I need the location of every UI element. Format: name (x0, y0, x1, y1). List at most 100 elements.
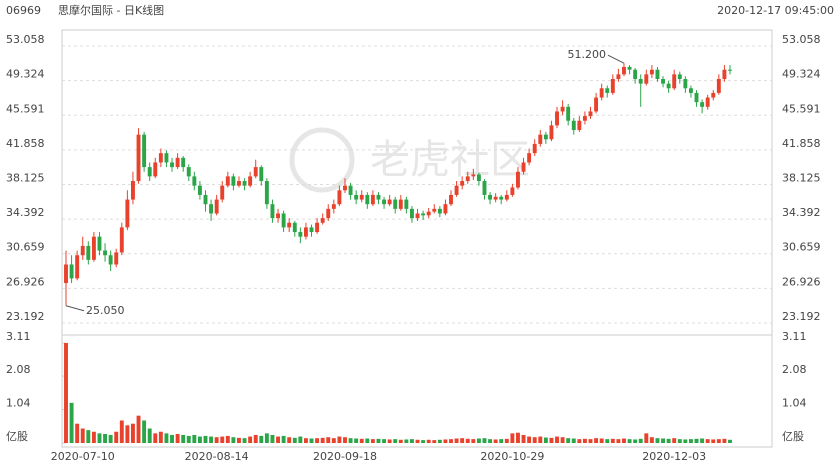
watermark: 老虎社区 (289, 127, 530, 193)
volume-bar (694, 438, 699, 443)
volume-bar (566, 438, 571, 443)
annotation-leader (607, 54, 625, 64)
volume-bar (644, 433, 649, 443)
candle-body (532, 143, 537, 154)
y-tick-label: 53.058 (6, 33, 45, 46)
candle-body (320, 218, 325, 223)
y-tick-label: 41.858 (6, 137, 45, 150)
x-tick-label: 2020-10-29 (480, 450, 544, 463)
volume-bar (376, 438, 381, 443)
volume-bar (309, 438, 314, 443)
volume-bar (532, 437, 537, 443)
volume-bar (248, 436, 253, 443)
volume-panel (61, 334, 773, 448)
volume-bar (125, 425, 130, 443)
volume-bar (170, 434, 174, 443)
timestamp: 2020-12-17 09:45:00 (717, 4, 834, 17)
candle-body (125, 199, 130, 228)
candle-body (426, 211, 431, 216)
candle-body (192, 176, 197, 186)
candle-body (315, 222, 320, 233)
candle-body (86, 245, 91, 260)
candle-body (633, 69, 638, 79)
volume-bar (242, 438, 247, 443)
volume-bar (716, 439, 721, 443)
y-tick-label: 34.392 (6, 206, 45, 219)
candle-body (666, 83, 671, 89)
volume-bar (398, 439, 403, 443)
candle-body (510, 187, 515, 195)
candle-body (622, 66, 626, 75)
candle-body (421, 213, 426, 216)
candle-body (331, 204, 336, 209)
volume-bar (387, 439, 392, 443)
candle-body (627, 66, 632, 70)
volume-bar (543, 437, 548, 443)
volume-bar (142, 420, 147, 443)
x-tick-label: 2020-12-03 (642, 450, 706, 463)
volume-bar (465, 438, 470, 443)
candle-body (661, 78, 665, 84)
candle-body (354, 194, 359, 200)
volume-bar (661, 438, 665, 443)
candle-body (449, 194, 453, 205)
volume-bar (460, 438, 465, 443)
candle-body (264, 181, 269, 205)
candle-body (493, 196, 498, 200)
volume-bar (303, 438, 308, 443)
volume-bar (488, 439, 493, 443)
volume-bar (270, 434, 275, 443)
volume-bar (281, 435, 286, 443)
candle-body (516, 171, 520, 188)
volume-bar (711, 439, 716, 443)
volume-bar (510, 433, 515, 443)
candle-body (387, 199, 392, 205)
candle-body (359, 194, 364, 200)
candle-body (75, 255, 80, 279)
candle-body (103, 250, 108, 256)
volume-bar (197, 436, 202, 443)
candle-body (644, 74, 649, 84)
candle-body (488, 194, 493, 200)
volume-bar (108, 434, 113, 443)
volume-bar (688, 439, 693, 443)
volume-bar (649, 437, 654, 443)
candle-body (538, 134, 543, 144)
candle-body (209, 204, 214, 214)
volume-bar (616, 439, 621, 443)
volume-bar (164, 433, 169, 443)
y-tick-label-right: 38.125 (782, 172, 821, 185)
candle-body (142, 134, 147, 168)
candle-body (415, 213, 420, 219)
x-tick-label: 2020-09-18 (313, 450, 377, 463)
volume-bar (728, 439, 732, 443)
candle-body (571, 120, 576, 131)
y-tick-label: 23.192 (6, 310, 45, 323)
volume-bar (119, 420, 124, 443)
candle-body (108, 255, 113, 265)
candle-body (186, 167, 191, 177)
volume-bar (622, 438, 626, 443)
volume-bar (393, 439, 398, 443)
volume-bar (175, 433, 180, 443)
candle-body (97, 236, 102, 251)
volume-bar (555, 436, 559, 443)
volume-bar (404, 439, 409, 443)
candle-body (504, 194, 509, 200)
volume-bar (365, 438, 370, 443)
volume-bar (86, 430, 91, 443)
candle-body (649, 69, 654, 75)
volume-bar (437, 439, 442, 443)
candle-body (119, 227, 124, 253)
y-tick-label: 1.04 (6, 397, 31, 410)
y-tick-label: 45.591 (6, 102, 45, 115)
candle-body (476, 174, 481, 182)
volume-bar (158, 431, 163, 443)
candle-body (197, 185, 202, 195)
y-tick-label: 49.324 (6, 68, 45, 81)
volume-bar (348, 438, 353, 443)
watermark-text: 老虎社区 (370, 137, 530, 183)
volume-bar (527, 436, 532, 443)
y-tick-label-right: 45.591 (782, 102, 821, 115)
